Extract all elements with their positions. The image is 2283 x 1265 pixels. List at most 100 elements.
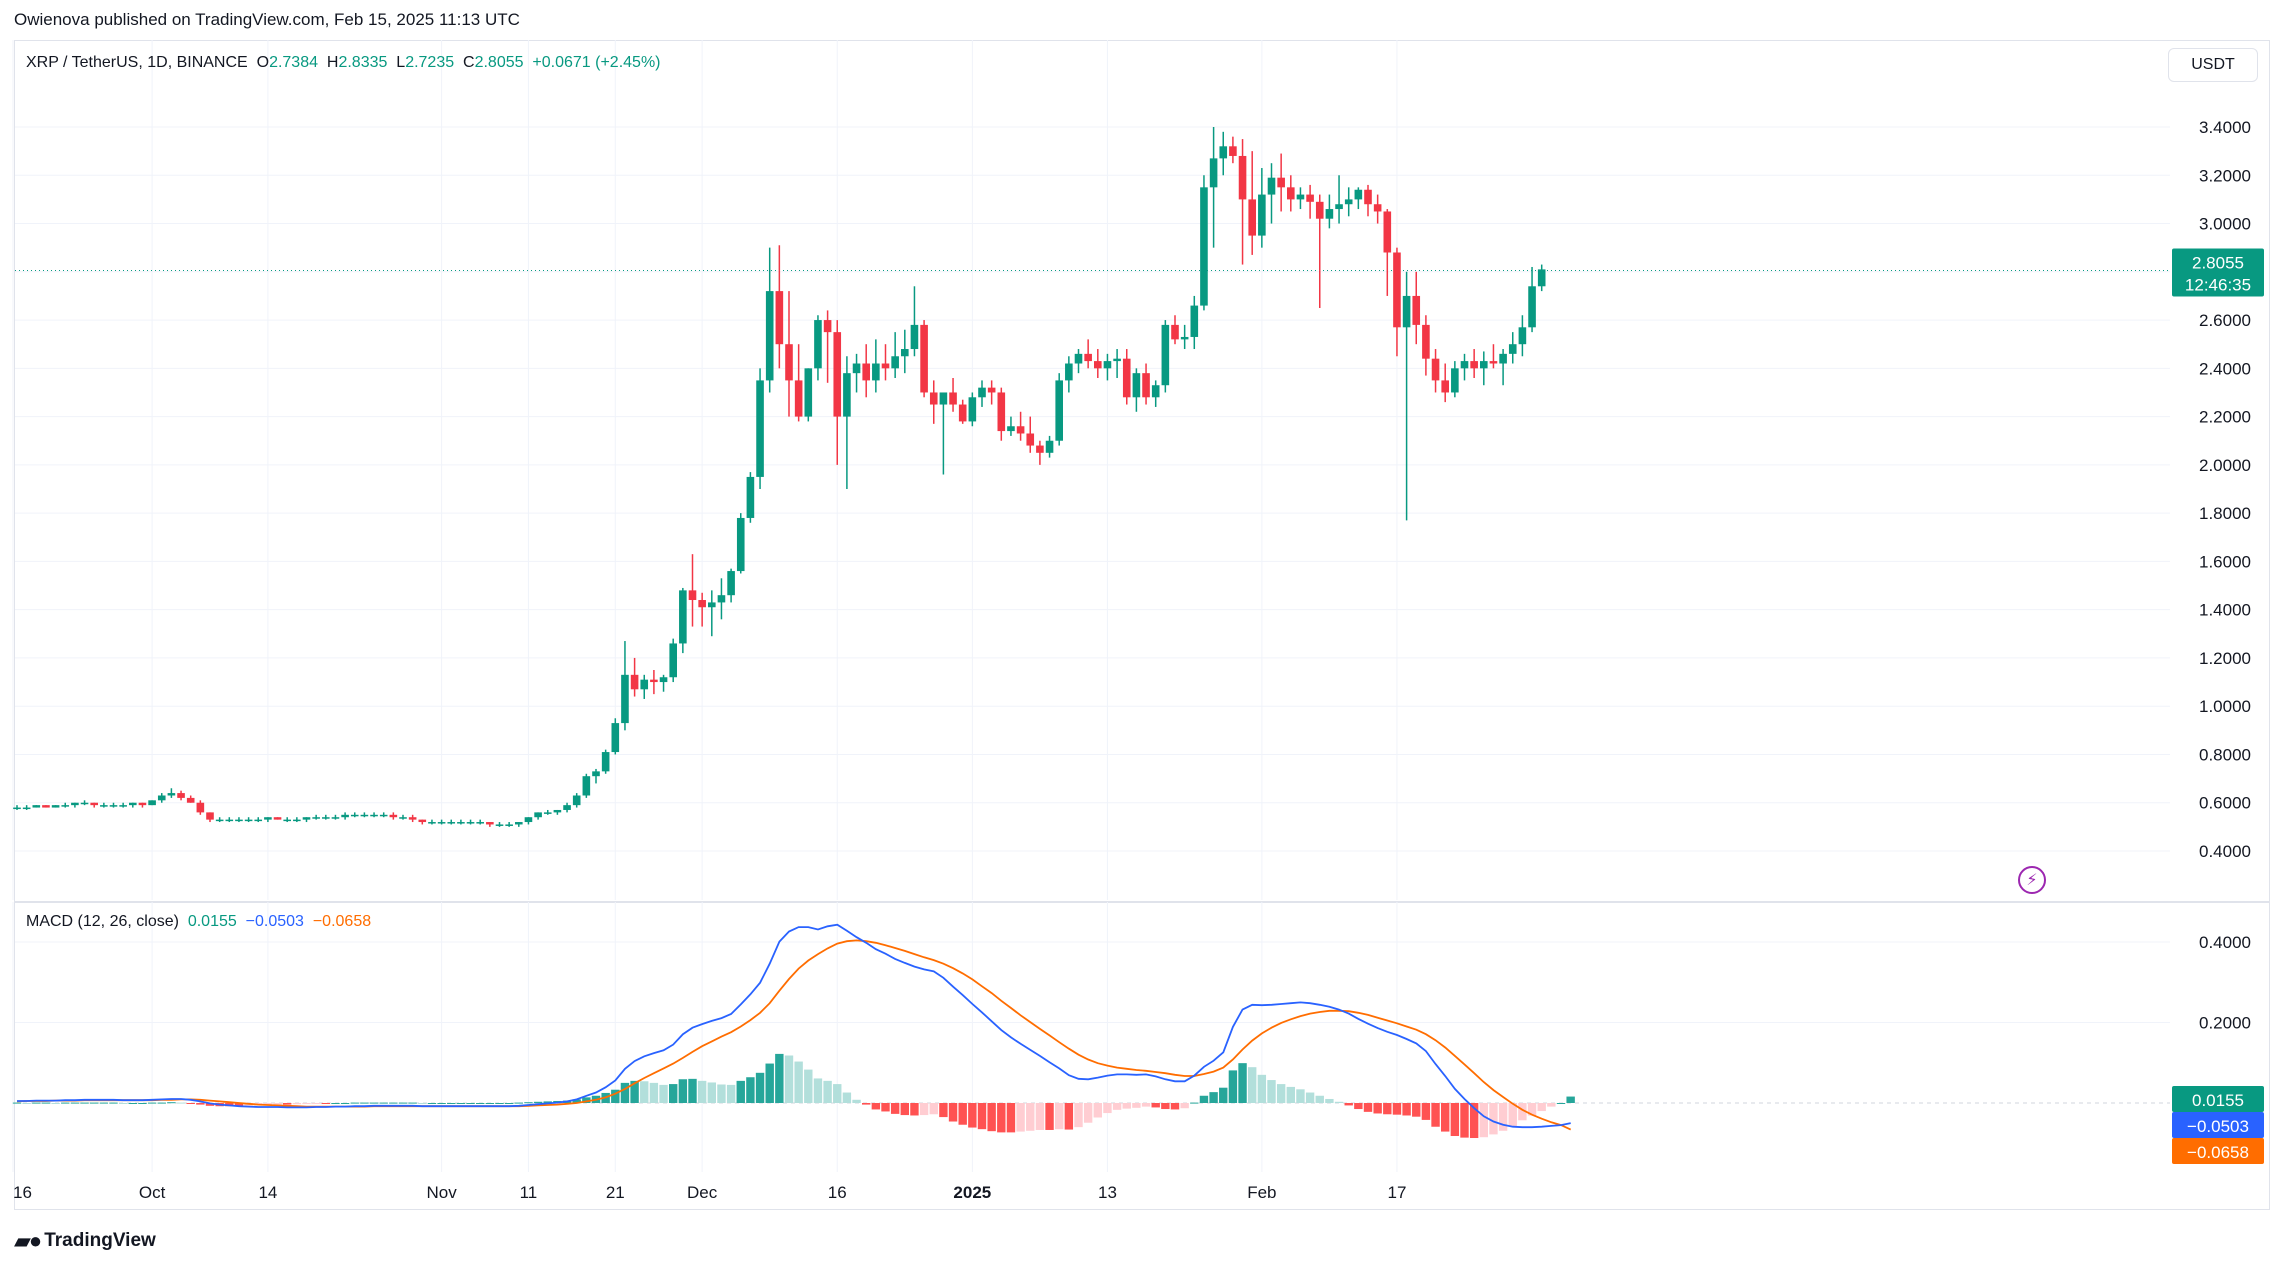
candle-body [206,812,214,820]
time-tick-label: 2025 [953,1183,991,1202]
candle-body [1084,353,1092,362]
candle-body [582,776,591,796]
time-axis: 16 Oct 14 Nov 11 21 Dec 16 2025 13 Feb 17 [13,1183,1406,1202]
lightning-icon[interactable]: ⚡ [2018,866,2046,894]
macd-hist-bar [881,1103,890,1112]
macd-hist-bar [389,1102,398,1104]
price-tick-label: 2.6000 [2199,311,2251,330]
macd-legend[interactable]: MACD (12, 26, close) 0.0155 −0.0503 −0.0… [26,913,371,931]
candle-body [1094,361,1102,369]
candle-body [138,802,147,806]
macd-hist-bar [611,1089,620,1103]
symbol-legend[interactable]: XRP / TetherUS, 1D, BINANCE O2.7384 H2.8… [26,54,661,72]
candle-body [1431,358,1440,381]
candle-body [1007,426,1015,432]
candle-body [1103,361,1112,369]
price-tick-label: 0.6000 [2199,794,2251,813]
macd-hist-bar [1267,1080,1276,1103]
macd-hist-bar [1479,1103,1488,1138]
candle-body [322,817,330,819]
candle-body [881,363,890,369]
macd-hist-bar [186,1103,195,1104]
candle-body [823,320,832,333]
candle-body [543,812,552,814]
candle-body [814,320,822,369]
candle-body [553,809,562,813]
macd-hist-bar [707,1082,716,1103]
macd-hist-bar [533,1101,543,1103]
macd-hist-bar [1373,1103,1382,1114]
macd-hist-bar [12,1102,22,1104]
macd-hist-bar [572,1099,581,1103]
macd-hist-bar [476,1103,485,1104]
macd-hist-bar [582,1097,591,1103]
candle-body [379,814,388,817]
macd-hist-bar [1170,1103,1180,1110]
macd-hist-bar [1180,1103,1189,1109]
macd-label[interactable]: MACD (12, 26, close) [26,913,179,930]
macd-hist-bar [1026,1103,1035,1131]
time-tick-label: 21 [606,1183,625,1202]
macd-hist-bar [61,1102,70,1104]
candle-body [341,814,349,818]
candle-body [293,819,301,822]
candle-body [708,602,716,608]
price-tick-label: 1.2000 [2199,649,2251,668]
macd-line-badge-text: −0.0503 [2187,1117,2249,1136]
macd-hist-bar [1209,1092,1218,1103]
candle-body [1200,187,1208,306]
macd-hist-bar [504,1103,514,1104]
candle-body [486,822,494,825]
macd-hist-badge-bg [2172,1086,2264,1112]
candle-body [1441,380,1449,393]
macd-hist-bar [321,1103,330,1104]
macd-hist-bar [755,1072,765,1103]
macd-hist-bar [890,1103,900,1114]
candle-body [920,324,928,393]
candle-body [1344,199,1353,205]
candle-body [61,805,70,807]
candle-body [765,291,774,381]
candle-body [244,819,253,822]
close-label: C [463,54,475,71]
macd-hist-bar [41,1102,51,1104]
candle-body [428,822,436,824]
candle-body [1065,363,1073,381]
candle-body [929,392,938,405]
time-tick-label: 16 [828,1183,847,1202]
price-tick-label: 2.2000 [2199,408,2251,427]
grid-lines [12,40,2269,1172]
macd-hist-bar [379,1102,388,1104]
macd-hist-bar [939,1103,948,1118]
macd-hist-bar [80,1102,89,1104]
candle-body [1412,295,1421,325]
price-tick-label: 3.0000 [2199,215,2251,234]
macd-hist-bar [630,1080,639,1103]
tradingview-logo[interactable]: ▰● TradingView [14,1228,156,1254]
macd-hist-bar [997,1103,1006,1133]
time-tick-label: 11 [520,1183,538,1202]
macd-hist-bar [620,1082,630,1103]
symbol-pair[interactable]: XRP / TetherUS, 1D, BINANCE [26,54,248,71]
macd-hist-bar [514,1102,523,1104]
macd-hist-bar [263,1103,273,1106]
macd-hist-bar [833,1084,842,1103]
macd-hist-bar [466,1103,475,1104]
price-badge-bg [2172,248,2264,297]
macd-histogram [12,1053,1575,1139]
macd-hist-bar [157,1102,166,1104]
candle-body [524,817,533,823]
currency-button[interactable]: USDT [2168,48,2258,82]
macd-hist-bar [852,1099,861,1103]
macd-hist-bar [369,1102,379,1104]
time-tick-label: 16 [13,1183,32,1202]
candle-body [32,805,41,808]
macd-hist-bar [813,1078,823,1103]
candle-body [736,517,745,572]
macd-hist-bar [1450,1103,1460,1137]
macd-hist-bar [765,1063,774,1103]
macd-line [17,923,1571,1129]
macd-hist-bar [196,1103,205,1105]
candle-body [968,397,977,422]
